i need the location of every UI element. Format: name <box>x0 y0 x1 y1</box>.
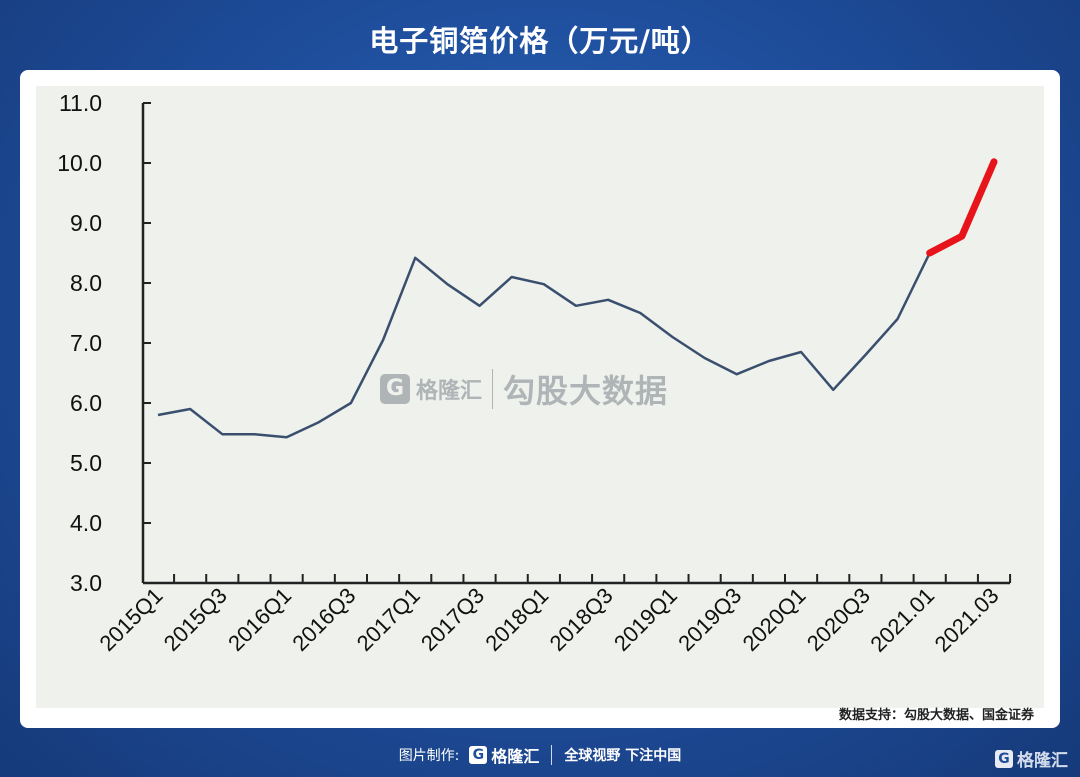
y-tick-label: 8.0 <box>70 270 102 296</box>
x-tick-label: 2018Q3 <box>545 583 618 656</box>
corner-logo-icon: G <box>995 749 1013 768</box>
y-tick-label: 3.0 <box>70 570 102 596</box>
x-tick-label: 2021.03 <box>930 583 1004 657</box>
x-tick-label: 2015Q3 <box>159 583 232 656</box>
x-tick-label: 2016Q3 <box>287 583 360 656</box>
x-tick-label: 2021.01 <box>865 583 939 657</box>
x-tick-label: 2018Q1 <box>480 583 553 656</box>
y-tick-label: 7.0 <box>70 330 102 356</box>
x-tick-label: 2015Q1 <box>94 583 167 656</box>
credit-label: 图片制作: <box>398 748 460 764</box>
y-tick-label: 5.0 <box>70 450 102 476</box>
footer: 图片制作: G 格隆汇 全球视野 下注中国 <box>0 740 1080 770</box>
watermark: G 格隆汇 勾股大数据 <box>380 366 668 412</box>
x-tick-label: 2019Q3 <box>673 583 746 656</box>
price-line <box>157 252 931 439</box>
x-tick-label: 2019Q1 <box>609 583 682 656</box>
x-tick-label: 2017Q3 <box>416 583 489 656</box>
footer-logo: G 格隆汇 <box>469 743 539 767</box>
x-tick-label: 2020Q1 <box>738 583 811 656</box>
y-tick-label: 10.0 <box>57 150 102 176</box>
plot-area <box>36 86 1044 708</box>
y-tick-label: 9.0 <box>70 210 102 236</box>
y-tick-label: 4.0 <box>70 510 102 536</box>
watermark-divider <box>492 369 494 409</box>
x-tick-label: 2016Q1 <box>223 583 296 656</box>
watermark-logo-icon: G <box>380 374 410 404</box>
watermark-brand: 格隆汇 <box>416 379 483 404</box>
x-tick-label: 2020Q3 <box>802 583 875 656</box>
chart-title: 电子铜箔价格（万元/吨） <box>369 24 711 58</box>
brand-logo-icon: G <box>469 746 488 764</box>
x-tick-label: 2017Q1 <box>352 583 425 656</box>
corner-brand: 格隆汇 <box>1017 751 1068 771</box>
price-line-highlight <box>926 158 998 257</box>
y-tick-label: 6.0 <box>70 390 102 416</box>
y-tick-label: 11.0 <box>59 90 102 116</box>
footer-divider <box>551 745 553 765</box>
watermark-text: 勾股大数据 <box>503 372 669 410</box>
footer-slogan: 全球视野 下注中国 <box>564 748 682 764</box>
corner-logo: G 格隆汇 <box>995 746 1068 771</box>
footer-brand: 格隆汇 <box>491 747 540 766</box>
source-note: 数据支持：勾股大数据、国金证券 <box>838 708 1034 723</box>
